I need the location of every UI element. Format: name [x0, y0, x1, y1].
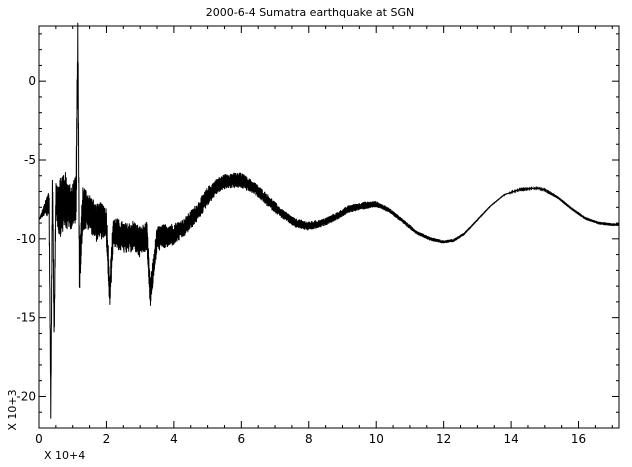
- x-tick-label: 0: [35, 432, 43, 446]
- tick-label-group: 0 2 4 6 8 10 12 14 16 0 -5 -10 -15 -20: [16, 74, 586, 446]
- seismogram-line: [38, 22, 620, 419]
- y-tick-label: -20: [16, 389, 36, 403]
- y-tick-label: -15: [16, 311, 36, 325]
- x-tick-label: 10: [369, 432, 384, 446]
- y-tick-label: -5: [24, 153, 36, 167]
- y-tick-label: -10: [16, 232, 36, 246]
- x-tick-label: 6: [238, 432, 246, 446]
- plot-frame: [38, 25, 620, 429]
- chart-title: 2000-6-4 Sumatra earthquake at SGN: [206, 6, 414, 19]
- x-tick-label: 2: [103, 432, 111, 446]
- x-tick-label: 8: [305, 432, 313, 446]
- x-tick-label: 16: [571, 432, 586, 446]
- y-axis-multiplier: X 10+3: [6, 389, 19, 430]
- x-axis-multiplier: X 10+4: [44, 449, 85, 462]
- tick-group: [38, 26, 619, 429]
- y-tick-label: 0: [28, 74, 36, 88]
- x-tick-label: 12: [436, 432, 451, 446]
- x-tick-label: 14: [503, 432, 518, 446]
- x-tick-label: 4: [170, 432, 178, 446]
